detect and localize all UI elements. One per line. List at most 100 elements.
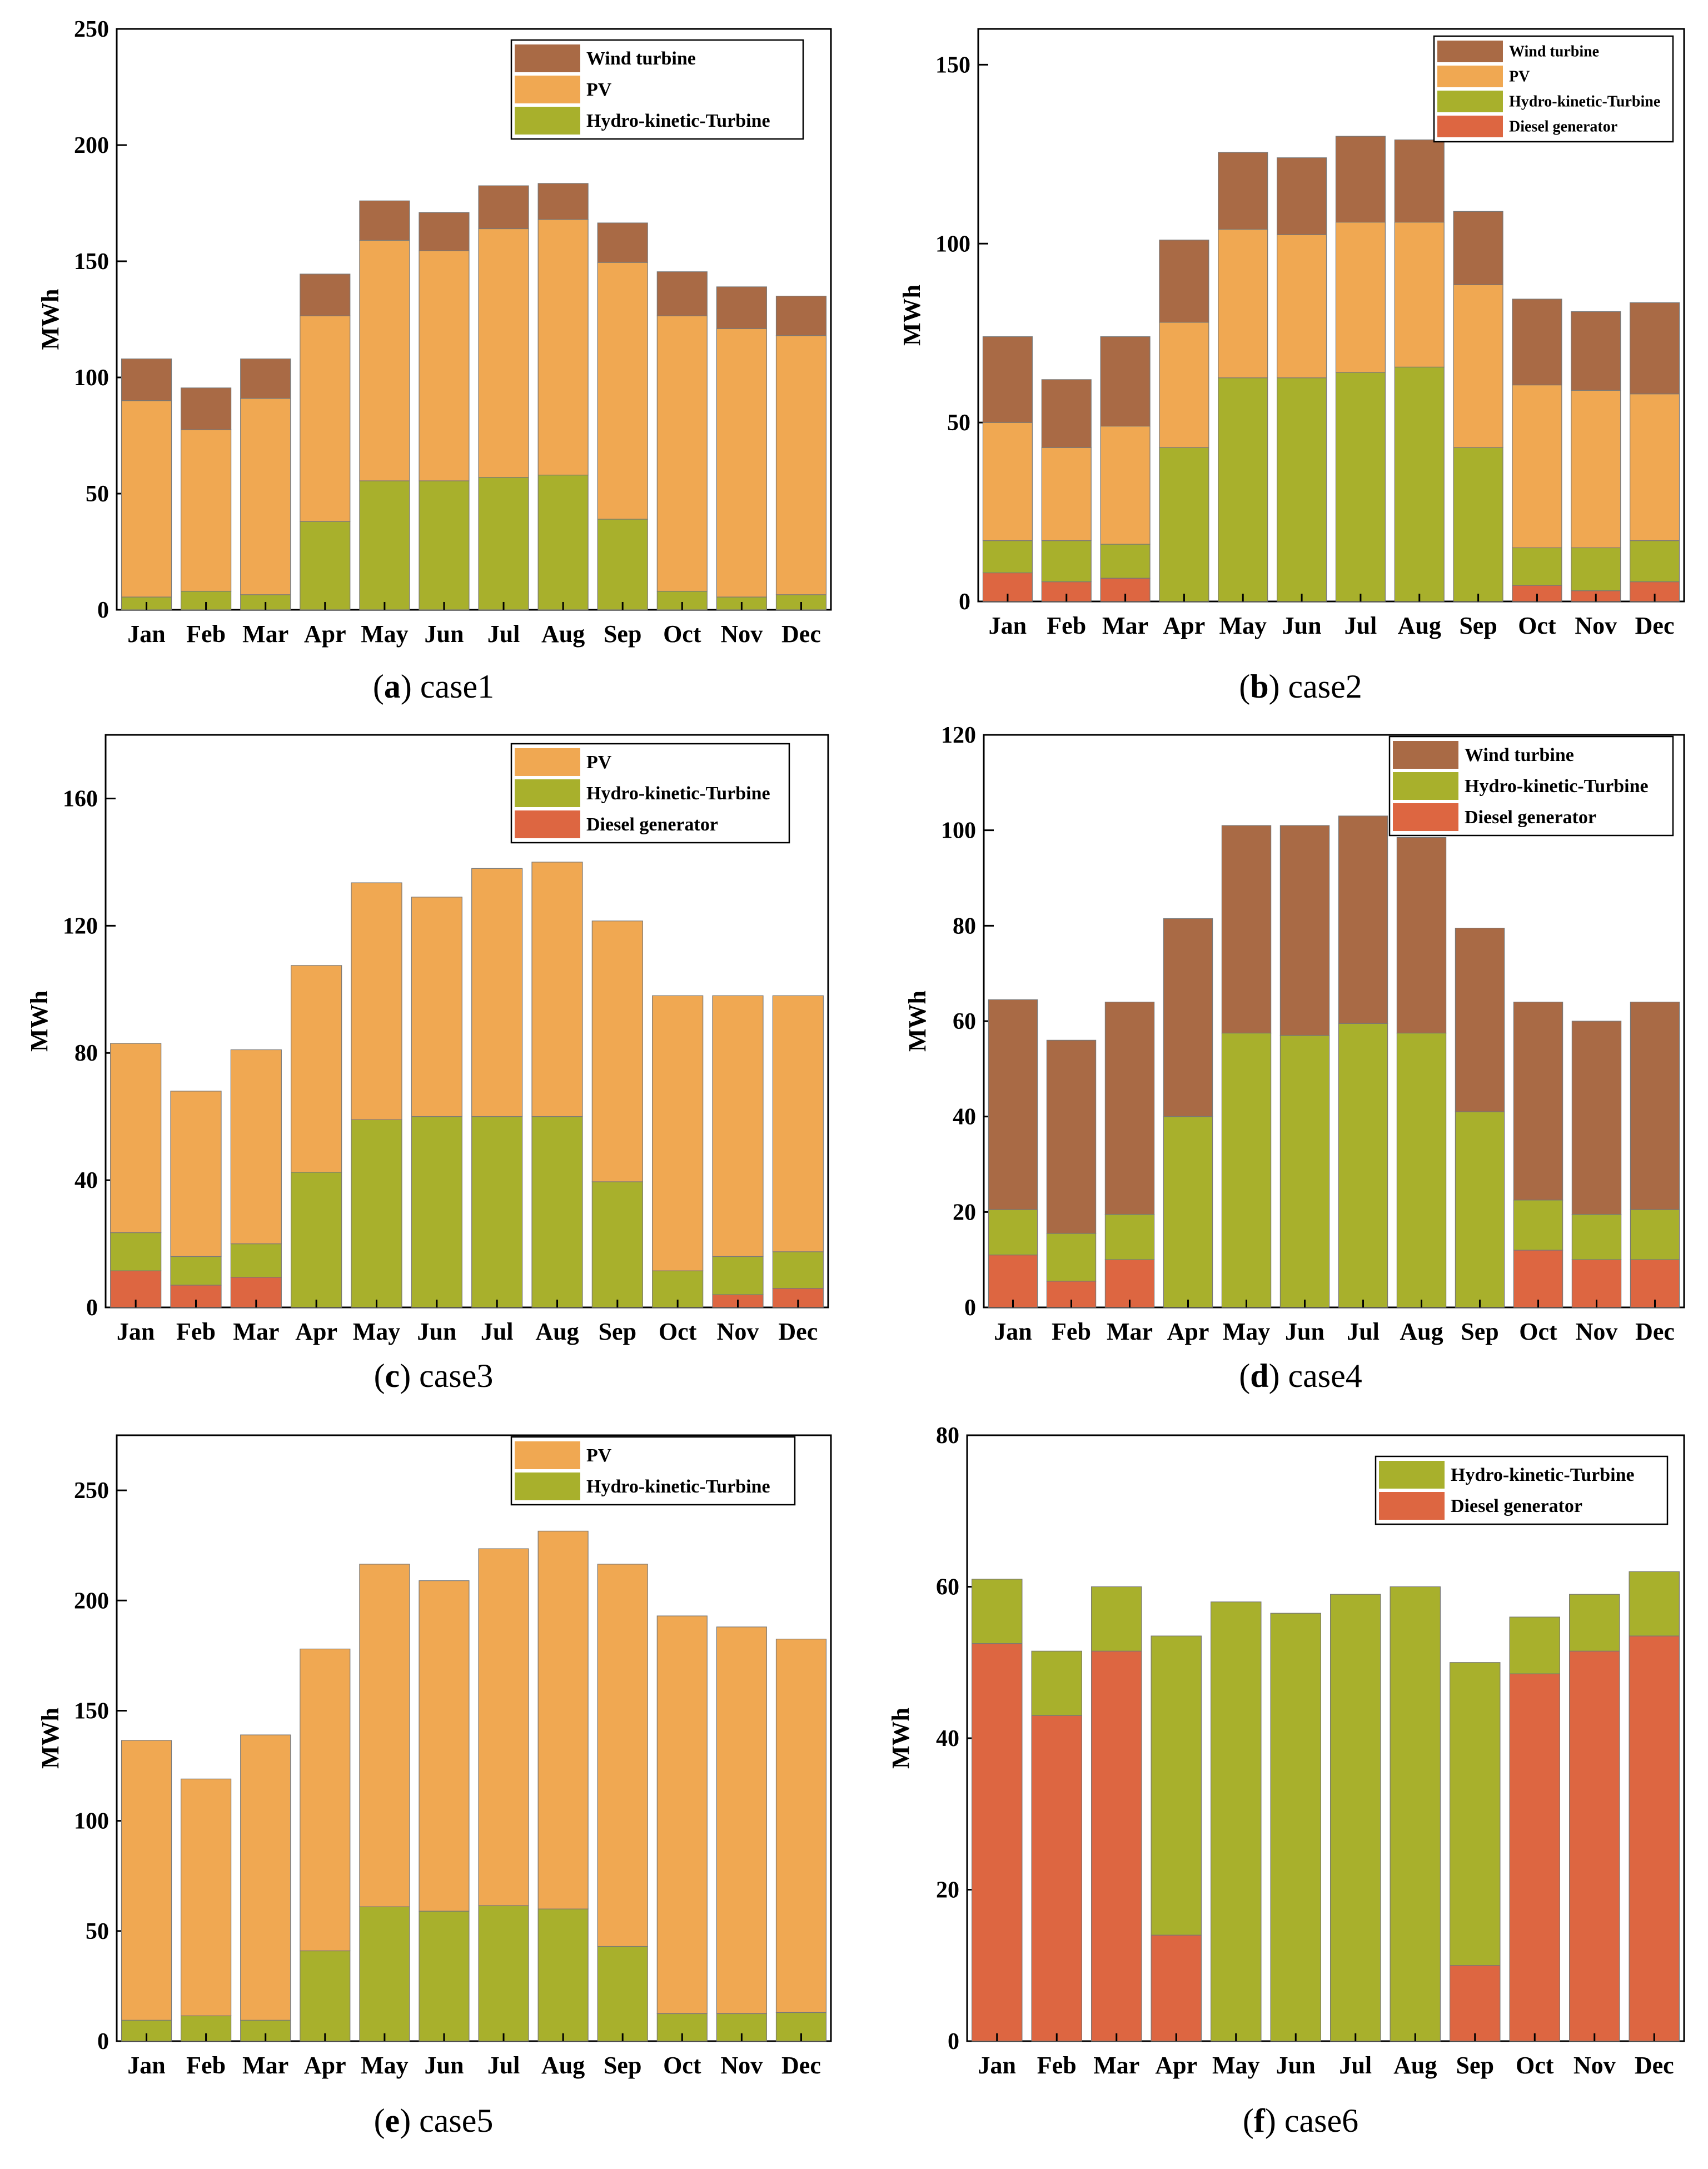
bar-pv-feb bbox=[181, 429, 232, 592]
bar-diesel-generator-oct bbox=[1509, 1673, 1561, 2042]
bar-pv-jan bbox=[982, 422, 1033, 541]
x-tick-label: Jul bbox=[1347, 1318, 1380, 1345]
x-tick-label: Oct bbox=[1518, 612, 1556, 639]
bar-wind-turbine-dec bbox=[775, 296, 827, 336]
bar-hydro-kinetic-turbine-jul bbox=[471, 1116, 523, 1308]
legend-swatch-pv bbox=[515, 76, 580, 103]
x-tick-label: Apr bbox=[1155, 2052, 1197, 2079]
y-tick-label: 20 bbox=[953, 1200, 976, 1225]
y-tick-label: 60 bbox=[953, 1009, 976, 1034]
x-tick-label: Nov bbox=[1573, 2052, 1616, 2079]
x-tick-label: Jun bbox=[424, 2052, 464, 2079]
bar-pv-dec bbox=[775, 335, 827, 595]
bar-wind-turbine-jul bbox=[1335, 136, 1386, 223]
y-tick-label: 80 bbox=[953, 913, 976, 939]
y-tick-label: 80 bbox=[74, 1041, 98, 1066]
x-tick-label: Oct bbox=[1519, 1318, 1557, 1345]
bar-pv-may bbox=[1218, 228, 1268, 379]
chart-panel-case2: 0 50 100 150 MWh Jan Feb Mar Apr May Jun Jul Aug Sep O… bbox=[898, 28, 1685, 705]
bar-wind-turbine-apr bbox=[300, 273, 351, 316]
legend-label: PV bbox=[586, 752, 612, 773]
x-tick-label: Mar bbox=[242, 620, 288, 648]
bar-pv-jul bbox=[478, 1548, 529, 1906]
bar-hydro-kinetic-turbine-jun bbox=[419, 480, 470, 610]
bar-pv-oct bbox=[656, 1615, 708, 2014]
legend-swatch-pv bbox=[1437, 66, 1503, 87]
y-axis-title: MWh bbox=[37, 289, 64, 350]
y-tick-label: 40 bbox=[953, 1105, 976, 1130]
x-tick-label: Feb bbox=[1037, 2052, 1077, 2079]
y-tick-label: 50 bbox=[86, 1919, 109, 1944]
bar-pv-mar bbox=[240, 1734, 291, 2021]
legend-label: Hydro-kinetic-Turbine bbox=[1509, 93, 1660, 111]
bar-hydro-kinetic-turbine-jan bbox=[971, 1579, 1023, 1644]
x-tick-label: Jun bbox=[424, 620, 464, 648]
y-tick-label: 50 bbox=[947, 410, 970, 436]
x-tick-label: Sep bbox=[604, 2052, 641, 2079]
x-tick-label: Nov bbox=[717, 1318, 759, 1345]
bar-diesel-generator-nov bbox=[1569, 1650, 1620, 2042]
x-tick-label: Dec bbox=[781, 2052, 821, 2079]
x-tick-label: Jul bbox=[487, 2052, 520, 2079]
bar-wind-turbine-nov bbox=[1571, 1021, 1622, 1215]
bar-wind-turbine-aug bbox=[537, 183, 589, 220]
bar-hydro-kinetic-turbine-may bbox=[351, 1119, 402, 1308]
y-axis-title: MWh bbox=[26, 991, 53, 1052]
x-tick-label: Apr bbox=[304, 620, 346, 648]
y-tick-label: 0 bbox=[86, 1295, 98, 1321]
x-tick-label: Apr bbox=[295, 1318, 337, 1345]
x-tick-label: Oct bbox=[663, 2052, 701, 2079]
y-tick-label: 120 bbox=[63, 913, 98, 939]
x-tick-label: Jun bbox=[1276, 2052, 1316, 2079]
panel-caption: (f) case6 bbox=[1243, 2102, 1358, 2139]
bar-hydro-kinetic-turbine-aug bbox=[1390, 1586, 1441, 2042]
bar-hydro-kinetic-turbine-may bbox=[1211, 1601, 1262, 2042]
bar-wind-turbine-nov bbox=[716, 286, 767, 329]
x-tick-label: Jan bbox=[127, 2052, 165, 2079]
legend-label: Wind turbine bbox=[1509, 43, 1599, 61]
bar-hydro-kinetic-turbine-may bbox=[1218, 377, 1268, 602]
x-tick-label: Apr bbox=[1167, 1318, 1209, 1345]
bar-pv-jan bbox=[121, 1740, 172, 2021]
y-tick-label: 0 bbox=[948, 2029, 959, 2054]
x-tick-label: May bbox=[353, 1318, 401, 1345]
x-tick-label: Mar bbox=[1107, 1318, 1153, 1345]
bar-pv-aug bbox=[537, 1530, 589, 1909]
legend-label: PV bbox=[586, 1445, 612, 1466]
x-tick-label: Aug bbox=[1393, 2052, 1437, 2079]
legend-swatch-wind-turbine bbox=[515, 44, 580, 72]
x-tick-label: Jun bbox=[417, 1318, 456, 1345]
bar-hydro-kinetic-turbine-jul bbox=[1338, 1023, 1388, 1308]
bar-pv-nov bbox=[716, 1626, 767, 2014]
x-tick-label: Dec bbox=[781, 620, 821, 648]
bar-pv-aug bbox=[537, 219, 589, 476]
bar-diesel-generator-mar bbox=[1104, 1259, 1155, 1308]
bar-wind-turbine-may bbox=[1218, 152, 1268, 230]
x-tick-label: Sep bbox=[599, 1318, 636, 1345]
legend-swatch-hydro-kinetic-turbine bbox=[1393, 772, 1458, 800]
bar-diesel-generator-mar bbox=[1090, 1650, 1142, 2042]
bar-hydro-kinetic-turbine-oct bbox=[1513, 1200, 1563, 1251]
chart-panel-case5: 0 50 100 150 200 250 MWh Jan Feb Mar Apr May Jun Jul A… bbox=[37, 1434, 832, 2139]
panel-caption: (a) case1 bbox=[373, 668, 494, 705]
bar-pv-dec bbox=[772, 995, 824, 1252]
bar-pv-feb bbox=[1041, 447, 1092, 541]
y-tick-label: 250 bbox=[74, 17, 109, 42]
bar-wind-turbine-jun bbox=[419, 212, 470, 251]
x-tick-label: Sep bbox=[604, 620, 641, 648]
bar-hydro-kinetic-turbine-jul bbox=[478, 1905, 529, 2042]
bar-hydro-kinetic-turbine-jan bbox=[110, 1232, 162, 1271]
bar-wind-turbine-oct bbox=[1513, 1002, 1563, 1201]
bar-pv-jan bbox=[110, 1043, 162, 1233]
x-tick-label: May bbox=[361, 2052, 409, 2079]
bar-wind-turbine-oct bbox=[656, 271, 708, 316]
bar-wind-turbine-jul bbox=[1338, 815, 1388, 1024]
x-tick-label: Apr bbox=[304, 2052, 346, 2079]
legend-label: Hydro-kinetic-Turbine bbox=[586, 1476, 770, 1497]
bar-hydro-kinetic-turbine-sep bbox=[591, 1181, 643, 1308]
bar-pv-dec bbox=[1630, 394, 1680, 541]
x-tick-label: Jan bbox=[117, 1318, 155, 1345]
bar-hydro-kinetic-turbine-jul bbox=[478, 477, 529, 610]
bar-wind-turbine-dec bbox=[1630, 1002, 1680, 1210]
legend-swatch-hydro-kinetic-turbine bbox=[515, 107, 580, 135]
